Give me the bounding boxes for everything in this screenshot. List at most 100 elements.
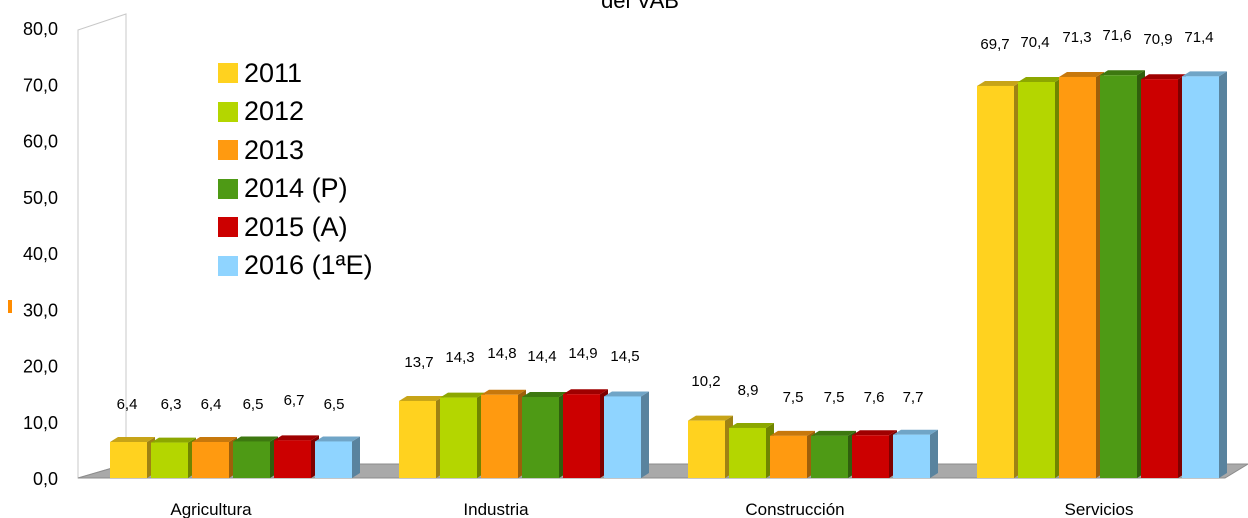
bar-top (852, 430, 897, 436)
bar-side (641, 391, 649, 478)
bar (688, 420, 725, 478)
bar-top (481, 389, 526, 395)
bar (233, 441, 270, 478)
bar (977, 85, 1014, 478)
legend-item: 2016 (1ªE) (218, 247, 373, 286)
legend-swatch (218, 217, 238, 238)
y-tick-label: 80,0 (23, 19, 58, 39)
legend-label: 2014 (P) (244, 173, 348, 204)
x-category-label: Construcción (745, 500, 844, 518)
y-tick-label: 60,0 (23, 132, 58, 152)
bar-top (811, 430, 856, 436)
bar-top (563, 389, 608, 395)
bar-top (192, 437, 237, 442)
y-tick-label: 40,0 (23, 244, 58, 264)
bar (481, 394, 518, 478)
y-tick-label: 70,0 (23, 75, 58, 95)
data-label: 71,6 (1102, 27, 1131, 44)
bar-top (399, 395, 444, 401)
data-label: 7,5 (824, 389, 845, 406)
legend-swatch (218, 63, 238, 84)
y-tick-label: 50,0 (23, 188, 58, 208)
bar-top (274, 435, 319, 441)
bar-side (930, 429, 938, 478)
legend-item: 2015 (A) (218, 208, 373, 247)
bar (192, 442, 229, 478)
bar-top (688, 415, 733, 421)
data-label: 14,8 (487, 345, 516, 362)
bar-side (1219, 71, 1227, 478)
legend: 2011 2012 2013 2014 (P) 2015 (A) 2016 (1ªE) (218, 54, 373, 285)
bar (852, 435, 889, 478)
y-tick-label: 0,0 (33, 469, 58, 489)
legend-item: 2011 (218, 54, 373, 93)
bar-top (1100, 70, 1145, 76)
bar (1141, 79, 1178, 478)
legend-swatch (218, 101, 238, 122)
bar (1182, 76, 1219, 478)
bar-top (440, 392, 485, 398)
data-label: 8,9 (738, 382, 759, 399)
bar-top (233, 436, 278, 442)
x-category-label: Servicios (1065, 500, 1134, 518)
data-label: 13,7 (404, 354, 433, 371)
data-label: 7,5 (783, 389, 804, 406)
bar-side (352, 436, 360, 478)
bar (274, 440, 311, 478)
bar-top (1182, 71, 1227, 77)
legend-swatch (218, 255, 238, 276)
x-category-label: Agricultura (170, 500, 252, 518)
data-label: 69,7 (980, 36, 1009, 53)
legend-swatch (218, 140, 238, 161)
legend-item: 2014 (P) (218, 170, 373, 209)
bar-top (1059, 71, 1104, 77)
legend-label: 2016 (1ªE) (244, 250, 373, 281)
bar (770, 435, 807, 478)
bar-top (977, 80, 1022, 86)
orange-tick-marker (8, 300, 12, 313)
bar-top (151, 437, 196, 443)
y-tick-label: 20,0 (23, 357, 58, 377)
data-label: 6,7 (284, 392, 305, 409)
bar-top (110, 437, 155, 442)
data-label: 7,7 (903, 389, 924, 406)
y-tick-label: 10,0 (23, 413, 58, 433)
bar (315, 441, 352, 478)
chart-title-fragment: del VAB (601, 0, 679, 13)
y-tick-label: 30,0 (23, 300, 58, 320)
data-label: 14,9 (568, 345, 597, 362)
legend-item: 2012 (218, 93, 373, 132)
bar (440, 397, 477, 478)
bar (399, 400, 436, 478)
data-label: 71,3 (1062, 29, 1091, 46)
data-label: 14,5 (610, 348, 639, 365)
legend-label: 2015 (A) (244, 211, 348, 242)
bar (811, 435, 848, 478)
bar (151, 442, 188, 478)
data-label: 14,4 (527, 348, 556, 365)
legend-item: 2013 (218, 131, 373, 170)
bar (563, 394, 600, 478)
bar-top (604, 391, 649, 397)
legend-label: 2011 (244, 57, 303, 88)
data-label: 71,4 (1184, 29, 1213, 46)
bar (1059, 76, 1096, 478)
x-category-label: Industria (463, 500, 529, 518)
legend-swatch (218, 178, 238, 199)
bar-top (1018, 77, 1063, 82)
bar (604, 396, 641, 478)
legend-label: 2012 (244, 96, 305, 127)
bar-top (522, 392, 567, 397)
bar (729, 427, 766, 478)
data-label: 70,9 (1143, 31, 1172, 48)
data-label: 10,2 (691, 373, 720, 390)
bar (1018, 82, 1055, 478)
data-label: 6,4 (117, 396, 138, 413)
bar-top (315, 436, 360, 442)
data-label: 6,5 (243, 396, 264, 413)
data-label: 70,4 (1020, 34, 1049, 51)
data-label: 14,3 (445, 349, 474, 366)
bar-top (770, 430, 815, 436)
data-label: 7,6 (864, 389, 885, 406)
